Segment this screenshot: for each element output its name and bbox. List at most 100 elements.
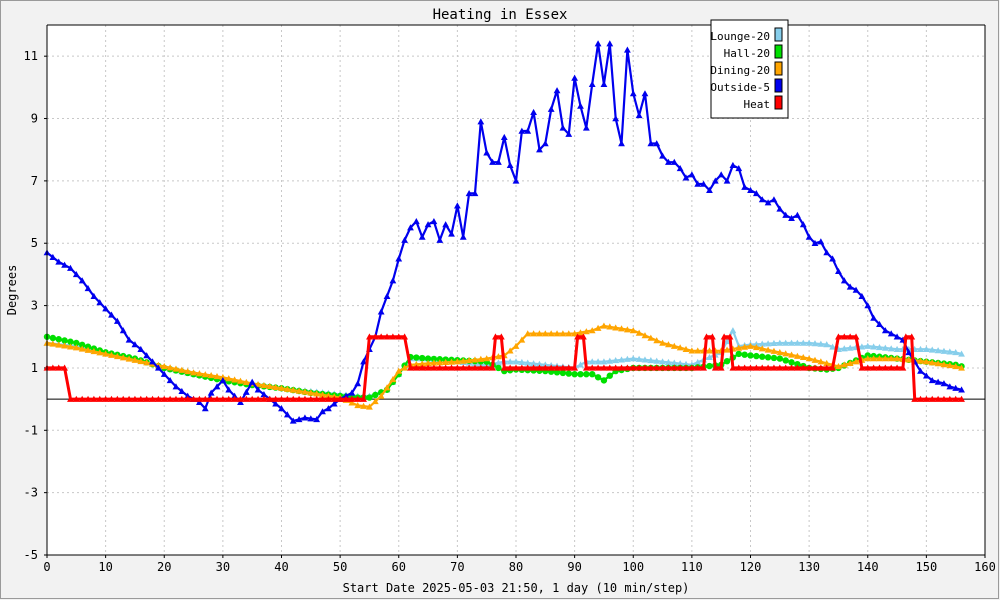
data-point bbox=[823, 249, 831, 256]
data-point bbox=[852, 358, 860, 365]
data-point bbox=[799, 221, 807, 228]
data-point bbox=[583, 370, 590, 378]
data-point bbox=[524, 330, 532, 337]
data-point bbox=[846, 344, 854, 351]
data-point bbox=[67, 343, 74, 350]
data-point bbox=[782, 350, 790, 357]
data-point bbox=[231, 376, 238, 383]
data-point bbox=[729, 327, 737, 334]
data-point bbox=[606, 40, 614, 47]
data-point bbox=[471, 356, 479, 363]
data-point bbox=[225, 386, 233, 393]
data-point bbox=[518, 364, 526, 371]
x-axis-label: Start Date 2025-05-03 21:50, 1 day (10 m… bbox=[343, 581, 690, 595]
data-point bbox=[623, 364, 631, 371]
data-point bbox=[582, 328, 590, 335]
data-point bbox=[940, 347, 948, 354]
data-point bbox=[893, 345, 901, 352]
tick-labels: 0 10 20 30 40 50 60 70 80 90 100 110 120 130 140 150 160… bbox=[24, 49, 996, 574]
data-point bbox=[319, 395, 326, 402]
data-point bbox=[342, 392, 350, 399]
data-point bbox=[659, 358, 666, 365]
data-point bbox=[471, 189, 479, 197]
data-point bbox=[336, 395, 344, 402]
data-point bbox=[108, 311, 115, 318]
data-point bbox=[325, 392, 332, 399]
data-point bbox=[741, 343, 749, 350]
data-point bbox=[782, 211, 790, 218]
data-point bbox=[641, 90, 649, 97]
data-point bbox=[635, 329, 643, 336]
data-point bbox=[459, 357, 467, 364]
data-point bbox=[102, 305, 110, 312]
data-point bbox=[237, 398, 244, 405]
data-point bbox=[184, 392, 192, 399]
data-point bbox=[196, 398, 203, 405]
data-point bbox=[588, 358, 596, 365]
data-point bbox=[207, 389, 215, 396]
data-point bbox=[764, 199, 772, 206]
data-point bbox=[477, 364, 485, 371]
data-point bbox=[559, 330, 567, 337]
data-point bbox=[577, 361, 584, 368]
data-point bbox=[588, 80, 596, 87]
data-point bbox=[629, 364, 637, 371]
data-point bbox=[407, 224, 414, 231]
data-point bbox=[166, 364, 174, 371]
data-point bbox=[759, 353, 766, 360]
data-point bbox=[694, 358, 702, 366]
data-point bbox=[876, 364, 883, 371]
data-point bbox=[852, 286, 860, 293]
data-point bbox=[90, 292, 98, 299]
series-layer bbox=[43, 40, 965, 424]
data-point bbox=[641, 364, 649, 371]
data-point bbox=[735, 364, 743, 371]
data-point bbox=[119, 395, 127, 402]
data-point bbox=[119, 354, 127, 361]
data-point bbox=[483, 149, 491, 156]
data-point bbox=[729, 161, 737, 169]
data-point bbox=[536, 146, 543, 153]
data-point bbox=[436, 236, 444, 243]
data-point bbox=[958, 350, 965, 357]
data-point bbox=[366, 394, 373, 401]
data-point bbox=[383, 384, 391, 391]
data-point bbox=[840, 345, 848, 352]
data-point bbox=[84, 395, 92, 402]
data-point bbox=[530, 360, 537, 367]
data-point bbox=[665, 358, 672, 366]
data-point bbox=[307, 395, 315, 402]
data-point bbox=[565, 364, 573, 371]
data-point bbox=[881, 364, 889, 371]
data-point bbox=[366, 403, 373, 410]
data-point bbox=[289, 386, 297, 393]
data-point bbox=[395, 255, 403, 262]
data-point bbox=[371, 398, 379, 405]
data-point bbox=[430, 359, 438, 366]
data-point bbox=[225, 395, 233, 402]
data-point bbox=[600, 80, 608, 87]
data-point bbox=[741, 351, 748, 358]
data-point bbox=[242, 388, 250, 395]
data-point bbox=[67, 338, 74, 345]
data-point bbox=[682, 364, 690, 371]
data-point bbox=[735, 350, 742, 358]
data-point bbox=[682, 345, 690, 352]
data-point bbox=[887, 364, 895, 371]
data-point bbox=[799, 339, 807, 346]
data-point bbox=[735, 344, 743, 351]
data-point bbox=[835, 362, 842, 370]
data-point bbox=[670, 342, 678, 349]
data-point bbox=[442, 221, 450, 228]
data-point bbox=[776, 355, 784, 362]
data-point bbox=[96, 349, 104, 356]
data-point bbox=[811, 356, 819, 363]
data-point bbox=[301, 395, 309, 402]
data-point bbox=[917, 367, 924, 374]
data-point bbox=[580, 333, 587, 340]
data-point bbox=[782, 357, 789, 364]
data-point bbox=[753, 352, 760, 360]
data-point bbox=[401, 333, 409, 340]
data-point bbox=[594, 40, 602, 47]
data-point bbox=[67, 264, 74, 271]
